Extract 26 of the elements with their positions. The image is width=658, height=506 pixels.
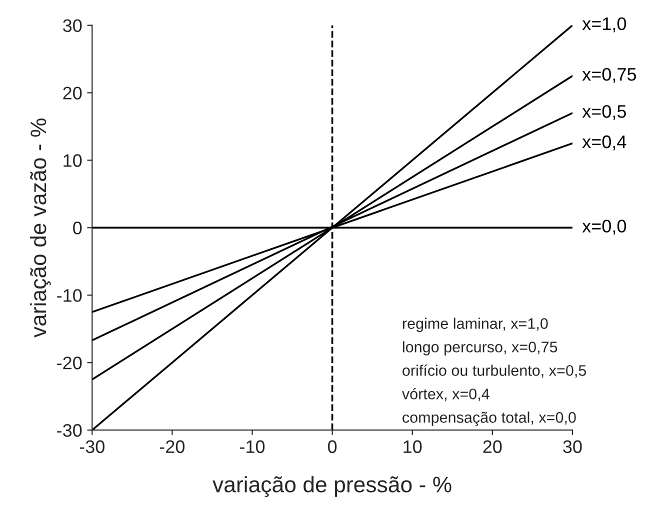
annotation: longo percurso, x=0,75	[402, 341, 558, 356]
annotation: regime laminar, x=1,0	[402, 318, 548, 332]
x-tick-label: -10	[240, 440, 265, 454]
series-label: x=0,0	[582, 220, 626, 235]
y-tick-label: 30	[63, 19, 82, 32]
y-tick-label: 10	[64, 154, 82, 167]
x-tick-label: 10	[404, 440, 422, 454]
y-tick-label: -20	[57, 356, 82, 370]
annotation: compensação total, x=0,0	[402, 412, 576, 426]
x-tick-label: -30	[80, 440, 104, 454]
x-tick-label: 0	[328, 440, 337, 454]
x-tick-label: -20	[160, 440, 185, 454]
series-label: x=0,4	[582, 135, 626, 150]
y-tick-label: 20	[63, 86, 82, 100]
series-label: x=0,5	[582, 105, 626, 120]
y-tick-label: 0	[73, 222, 82, 234]
x-tick-label: 20	[483, 440, 502, 454]
y-tick-label: -10	[57, 289, 82, 302]
series-label: x=1,0	[582, 17, 626, 32]
series-label: x=0,75	[582, 68, 636, 83]
annotation: vórtex, x=0,4	[402, 388, 490, 402]
x-axis-title: variação de pressão - %	[212, 476, 452, 497]
y-tick-label: -30	[57, 424, 82, 437]
y-axis-title: variação de vazão - %	[30, 118, 51, 338]
annotation: orifício ou turbulento, x=0,5	[402, 364, 586, 378]
x-tick-label: 30	[563, 440, 582, 454]
